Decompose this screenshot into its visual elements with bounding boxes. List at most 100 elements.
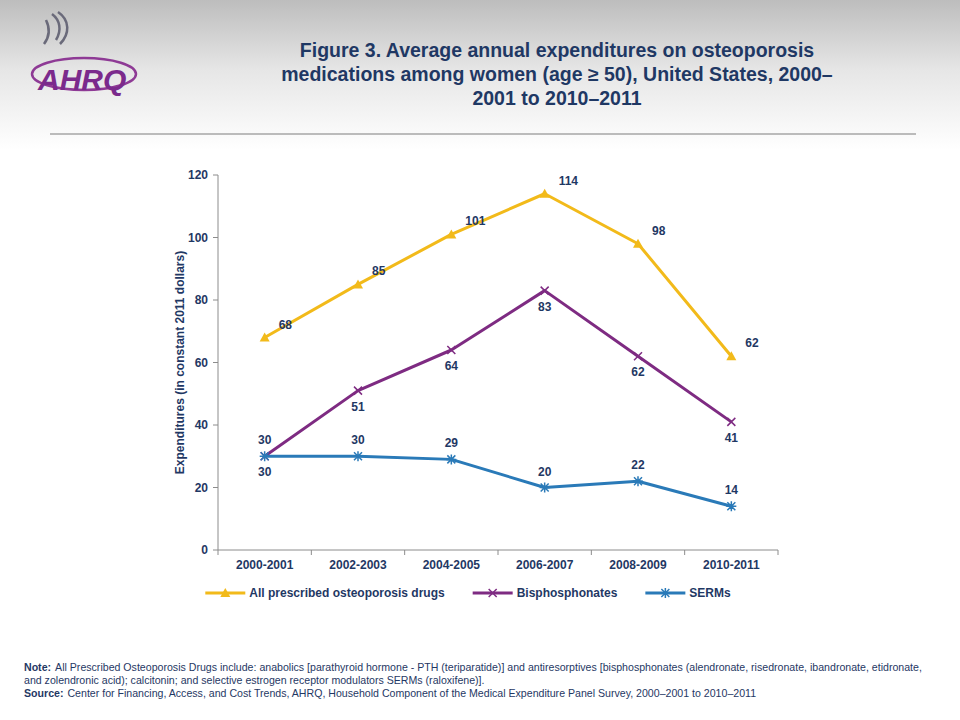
y-tick: [213, 175, 218, 176]
annotation: Source:Center for Financing, Access, and…: [24, 687, 924, 700]
data-label: 14: [725, 483, 739, 497]
x-tick-label: 2002-2003: [329, 558, 387, 572]
annotation-label: Note:: [24, 661, 51, 673]
data-label: 30: [258, 433, 272, 447]
marker-shape: [660, 588, 670, 598]
marker: [260, 333, 270, 342]
x-tick: [591, 550, 592, 555]
data-labels: 68 85 101 114 98 62 30 51 64 83 62 41 30 30 29 20 22 14: [258, 174, 759, 498]
x-tick-label: 2004-2005: [423, 558, 481, 572]
x-tick: [684, 550, 685, 555]
logo-text: AHRQ: [37, 63, 126, 96]
legend-label: SERMs: [689, 586, 731, 600]
annotation: Note:All Prescribed Osteoporosis Drugs i…: [24, 661, 924, 687]
legend: All prescribed osteoporosis drugs Bisphos…: [205, 586, 731, 600]
data-label: 29: [445, 436, 459, 450]
marker-shape: [541, 287, 549, 295]
marker: [727, 418, 735, 426]
marker-shape: [353, 451, 363, 461]
series-line: [265, 194, 732, 357]
marker: [489, 589, 497, 597]
legend-label: Bisphosphonates: [517, 586, 618, 600]
y-tick-label: 120: [188, 168, 208, 182]
marker: [353, 451, 363, 461]
marker: [354, 387, 362, 395]
marker: [633, 239, 643, 248]
y-tick: [213, 362, 218, 363]
marker-shape: [540, 189, 550, 198]
chart-svg: AHRQ0204060801001202000-20012002-2003200…: [0, 0, 960, 720]
divider: [50, 133, 916, 135]
x-tick: [498, 550, 499, 555]
y-tick: [213, 425, 218, 426]
data-label: 30: [258, 465, 272, 479]
marker: [446, 454, 456, 464]
marker: [220, 588, 230, 597]
marker-shape: [633, 239, 643, 248]
annotation-text: Center for Financing, Access, and Cost T…: [67, 687, 756, 699]
marker-shape: [726, 351, 736, 360]
y-tick-label: 20: [195, 481, 209, 495]
marker-shape: [446, 454, 456, 464]
annotation-text: All Prescribed Osteoporosis Drugs includ…: [24, 661, 922, 686]
x-tick: [778, 550, 779, 555]
data-label: 101: [465, 214, 485, 228]
title: Figure 3. Average annual expenditures on…: [262, 38, 852, 110]
marker: [660, 588, 670, 598]
x-tick-label: 2008-2009: [609, 558, 667, 572]
y-tick-label: 0: [201, 543, 208, 557]
plot-area: [260, 189, 737, 512]
series-line: [265, 291, 732, 457]
marker-shape: [447, 346, 455, 354]
marker: [261, 452, 269, 460]
marker-shape: [726, 501, 736, 511]
marker: [633, 476, 643, 486]
marker: [540, 483, 550, 493]
marker-shape: [540, 483, 550, 493]
data-label: 30: [351, 433, 365, 447]
data-label: 62: [631, 365, 645, 379]
marker: [260, 451, 270, 461]
data-label: 114: [559, 174, 579, 188]
marker: [446, 229, 456, 238]
marker: [447, 346, 455, 354]
y-tick-label: 40: [195, 418, 209, 432]
legend-label: All prescribed osteoporosis drugs: [249, 586, 445, 600]
x-tick: [311, 550, 312, 555]
x-tick-label: 2000-2001: [236, 558, 294, 572]
marker-shape: [489, 589, 497, 597]
data-label: 41: [725, 431, 739, 445]
marker: [726, 501, 736, 511]
y-tick-label: 100: [188, 231, 208, 245]
x-tick-label: 2006-2007: [516, 558, 574, 572]
data-label: 51: [351, 400, 365, 414]
data-label: 64: [445, 359, 459, 373]
y-tick: [213, 550, 218, 551]
data-label: 68: [279, 318, 293, 332]
marker-shape: [446, 229, 456, 238]
marker-shape: [354, 387, 362, 395]
marker-shape: [260, 333, 270, 342]
logo-emblem: [44, 12, 67, 44]
marker: [541, 287, 549, 295]
data-label: 85: [372, 264, 386, 278]
x-tick: [404, 550, 405, 555]
marker: [353, 279, 363, 288]
data-label: 62: [745, 336, 759, 350]
marker-shape: [634, 352, 642, 360]
x-tick-label: 2010-2011: [703, 558, 760, 572]
legend-item: Bisphosphonates: [473, 586, 618, 600]
marker-shape: [727, 418, 735, 426]
data-label: 22: [631, 458, 645, 472]
data-label: 20: [538, 465, 552, 479]
series-line: [265, 456, 732, 506]
marker-shape: [260, 451, 270, 461]
y-tick: [213, 237, 218, 238]
y-tick: [213, 300, 218, 301]
legend-item: All prescribed osteoporosis drugs: [205, 586, 445, 600]
logo: AHRQ: [32, 12, 136, 96]
marker-shape: [220, 588, 230, 597]
data-label: 98: [652, 224, 666, 238]
data-label: 83: [538, 300, 552, 314]
y-tick-label: 60: [195, 356, 209, 370]
